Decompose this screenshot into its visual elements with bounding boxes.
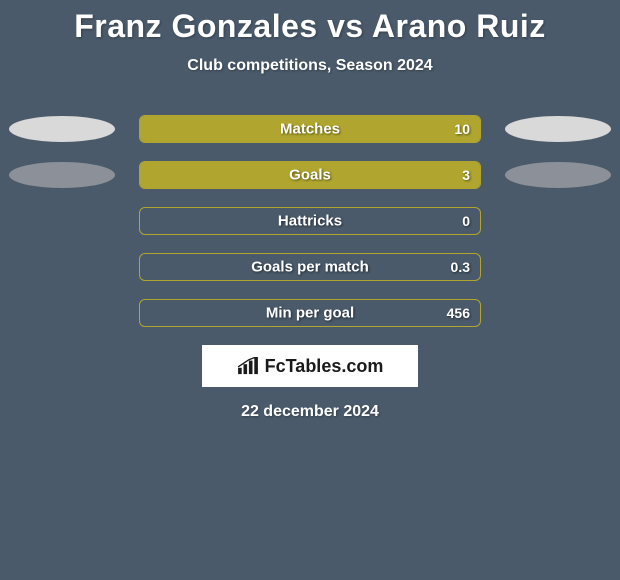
stat-value-right: 0.3 [451, 259, 470, 275]
stat-value-right: 456 [447, 305, 470, 321]
stat-label: Min per goal [266, 305, 354, 322]
stat-row: Goals per match 0.3 [0, 253, 620, 281]
player-right-marker [505, 116, 611, 142]
stat-row: Goals 3 [0, 161, 620, 189]
stat-bar: Min per goal 456 [139, 299, 481, 327]
stat-bar: Goals per match 0.3 [139, 253, 481, 281]
stat-label: Goals [289, 167, 331, 184]
player-right-marker [505, 162, 611, 188]
comparison-infographic: Franz Gonzales vs Arano Ruiz Club compet… [0, 0, 620, 421]
stat-bar: Goals 3 [139, 161, 481, 189]
stat-bar: Hattricks 0 [139, 207, 481, 235]
title: Franz Gonzales vs Arano Ruiz [0, 8, 620, 45]
stat-row: Hattricks 0 [0, 207, 620, 235]
stat-row: Matches 10 [0, 115, 620, 143]
logo-box: FcTables.com [202, 345, 418, 387]
stat-bar: Matches 10 [139, 115, 481, 143]
chart-icon [237, 357, 259, 375]
stat-rows: Matches 10 Goals 3 Hattricks 0 Goals per match… [0, 115, 620, 327]
stat-value-right: 3 [462, 167, 470, 183]
player-left-marker [9, 116, 115, 142]
stat-value-right: 0 [462, 213, 470, 229]
stat-label: Hattricks [278, 213, 342, 230]
player-left-marker [9, 162, 115, 188]
stat-value-right: 10 [454, 121, 470, 137]
date-text: 22 december 2024 [0, 403, 620, 421]
stat-label: Matches [280, 121, 340, 138]
logo-text: FcTables.com [265, 356, 384, 377]
stat-label: Goals per match [251, 259, 369, 276]
stat-row: Min per goal 456 [0, 299, 620, 327]
subtitle: Club competitions, Season 2024 [0, 57, 620, 75]
